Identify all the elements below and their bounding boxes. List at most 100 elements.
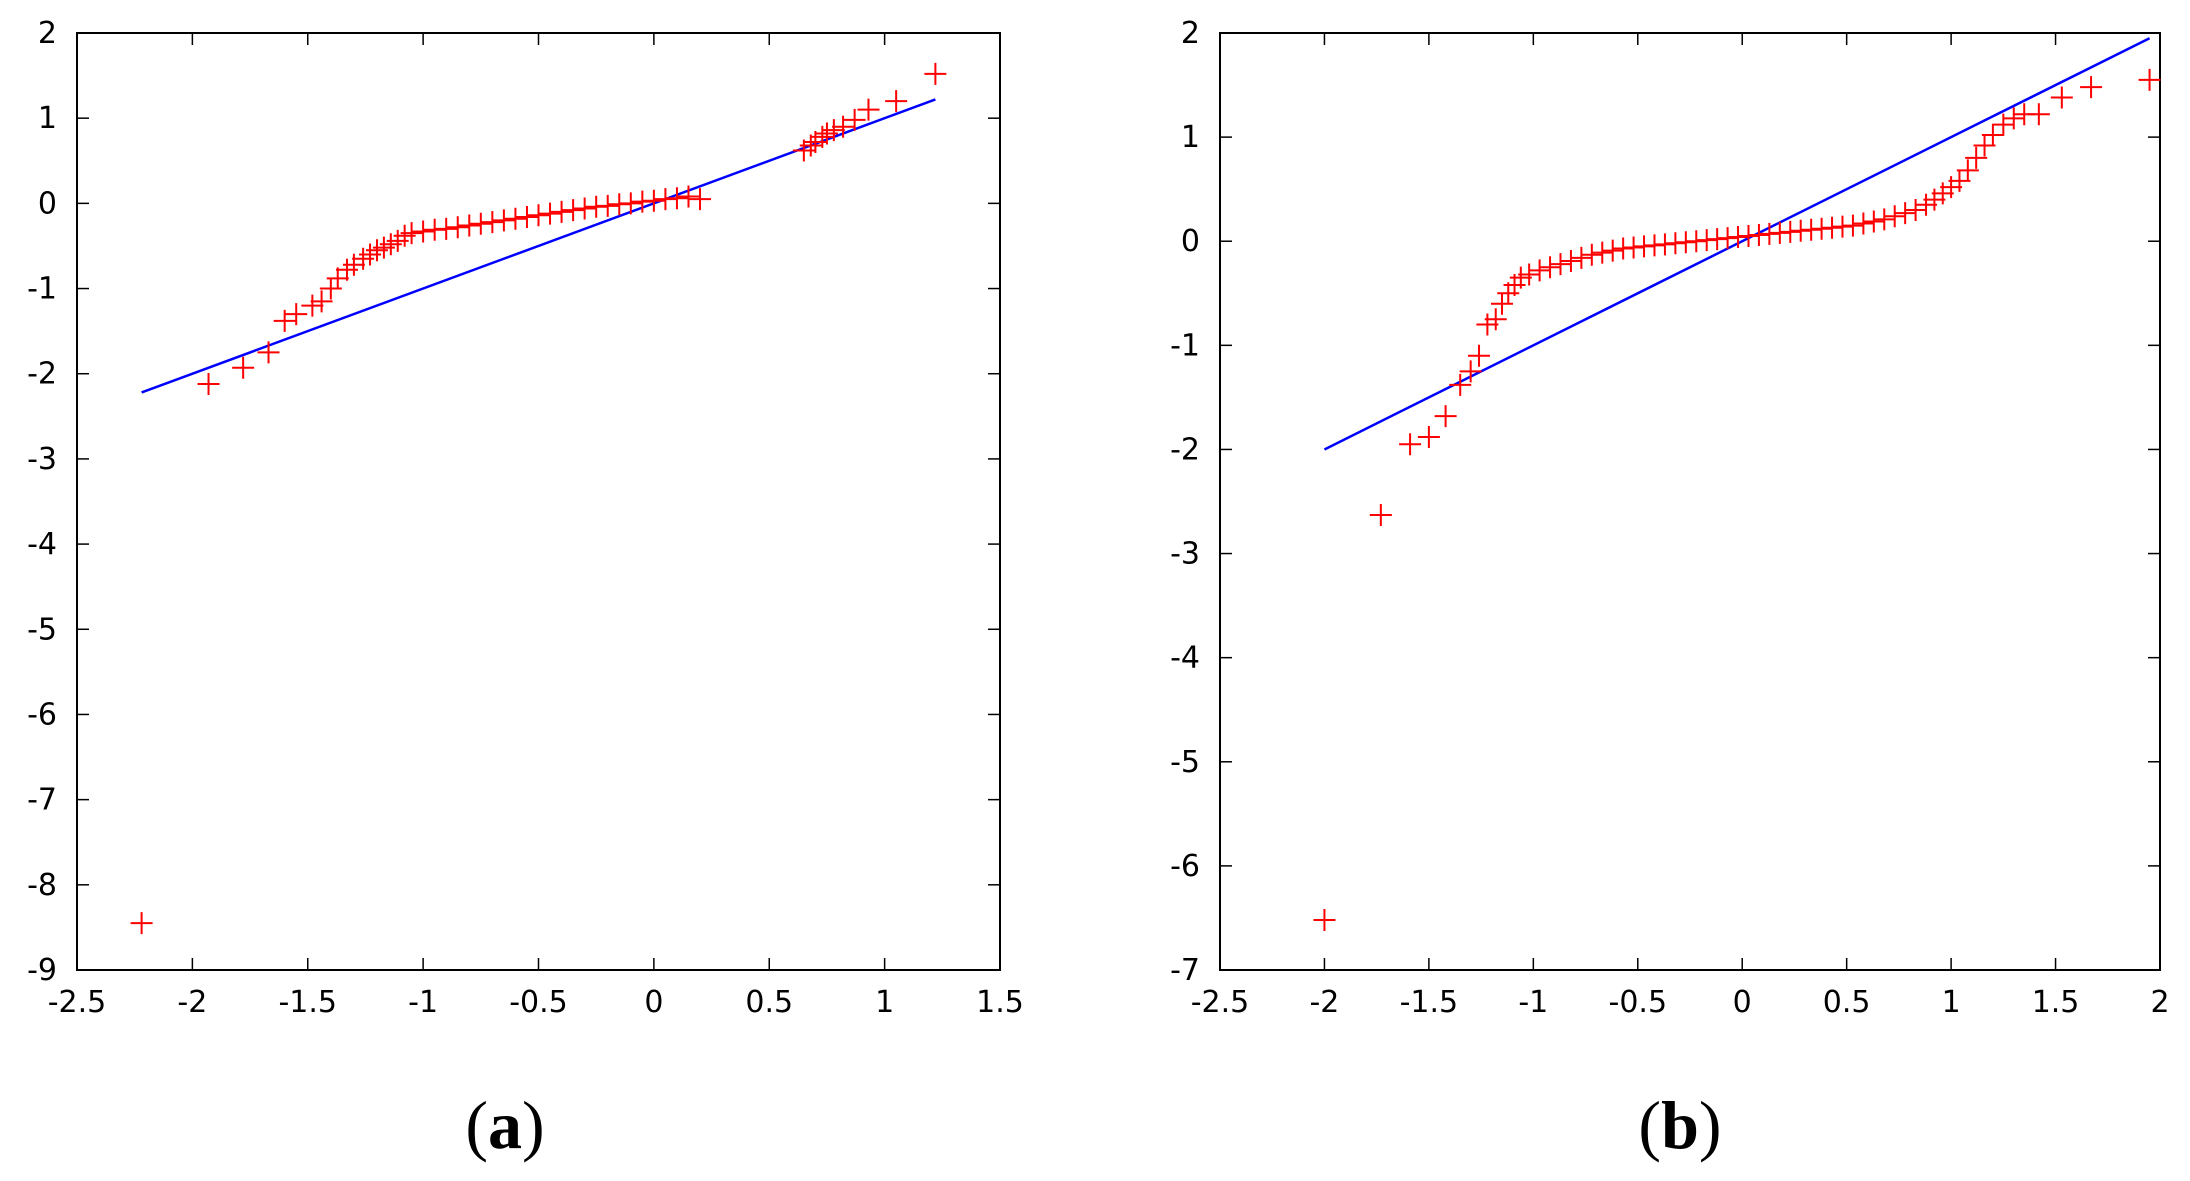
y-tick-label: -3: [27, 442, 57, 477]
data-point: [232, 356, 255, 379]
data-point: [1674, 231, 1697, 254]
data-point: [435, 217, 458, 240]
y-tick-label: 1: [1181, 120, 1200, 155]
data-point: [1612, 237, 1635, 260]
data-point: [1956, 159, 1979, 182]
y-tick-label: 0: [38, 186, 57, 221]
data-point: [1633, 235, 1656, 258]
plot-frame: [1219, 32, 2161, 971]
data-point: [619, 192, 642, 215]
data-point: [1622, 236, 1645, 259]
caption-b: (b): [1638, 1087, 1721, 1163]
data-point: [458, 214, 481, 237]
y-tick-label: -5: [1170, 745, 1200, 780]
data-point: [1923, 188, 1946, 211]
data-point: [2050, 86, 2073, 109]
data-point: [1883, 205, 1906, 228]
data-point: [1779, 220, 1802, 243]
caption-a: (a): [465, 1087, 544, 1163]
data-point: [1509, 266, 1532, 289]
y-tick-label: -8: [27, 868, 57, 903]
data-point: [885, 90, 908, 113]
data-point: [1992, 113, 2015, 136]
data-point: [273, 309, 296, 332]
plot-frame: [76, 32, 1001, 971]
x-tick-label: 1.5: [2032, 985, 2080, 1020]
data-point: [130, 912, 153, 935]
y-tick-label: -4: [27, 527, 57, 562]
x-tick-label: -1: [1518, 985, 1548, 1020]
data-point: [1831, 215, 1854, 238]
data-point: [1981, 124, 2004, 147]
data-point: [1434, 405, 1457, 428]
y-tick-label: -1: [27, 272, 57, 307]
data-point: [1449, 373, 1472, 396]
data-point: [492, 209, 515, 232]
data-point: [2080, 76, 2103, 99]
data-point: [1706, 228, 1729, 251]
data-point: [1399, 433, 1422, 456]
data-point: [1852, 212, 1875, 235]
data-point: [1685, 230, 1708, 253]
y-tick-label: -2: [1170, 432, 1200, 467]
x-tick-label: 1.5: [976, 985, 1024, 1020]
data-point: [326, 267, 349, 290]
data-point: [446, 216, 469, 239]
y-tick-label: -6: [27, 697, 57, 732]
data-point: [539, 202, 562, 225]
x-tick-label: -0.5: [509, 985, 568, 1020]
data-point: [1965, 146, 1988, 169]
data-point: [197, 372, 220, 395]
data-point: [1570, 246, 1593, 269]
x-tick-label: 0.5: [1823, 985, 1871, 1020]
data-point: [924, 62, 947, 85]
data-point: [1873, 208, 1896, 231]
x-tick-label: -0.5: [1609, 985, 1668, 1020]
data-point: [1459, 360, 1482, 383]
data-point: [1948, 169, 1971, 192]
data-point: [1528, 259, 1551, 282]
data-point: [642, 189, 665, 212]
y-tick-label: -7: [1170, 953, 1200, 988]
y-tick-label: 0: [1181, 224, 1200, 259]
data-point: [1940, 176, 1963, 199]
data-point: [1518, 263, 1541, 286]
data-point: [799, 134, 822, 157]
data-point: [843, 108, 866, 131]
data-point: [1768, 221, 1791, 244]
data-point: [342, 253, 365, 276]
data-point: [1727, 226, 1750, 249]
x-tick-label: -1.5: [278, 985, 337, 1020]
data-point: [527, 204, 550, 227]
data-point: [412, 220, 435, 243]
x-tick-label: 2: [2150, 985, 2169, 1020]
data-point: [562, 199, 585, 222]
y-tick-label: -1: [1170, 328, 1200, 363]
data-point: [1810, 217, 1833, 240]
data-point: [1716, 227, 1739, 250]
data-point: [1653, 233, 1676, 256]
x-tick-label: -1.5: [1400, 985, 1459, 1020]
data-point: [1491, 292, 1513, 315]
data-point: [285, 303, 308, 326]
x-tick-label: -2.5: [48, 985, 107, 1020]
panel-b: -2.5 -2 -1.5 -1 -0.5 0 0.5 1 1.5 2 2 1 0 -1 -2 -3 -4 -5 -6…: [1170, 16, 2169, 1020]
data-point: [1468, 344, 1491, 367]
data-point: [1904, 198, 1927, 221]
data-point: [1484, 308, 1507, 331]
data-point: [1601, 239, 1624, 262]
data-point: [2002, 107, 2025, 130]
data-point: [1664, 232, 1687, 255]
y-tick-label: -3: [1170, 537, 1200, 572]
data-point: [515, 205, 538, 228]
data-point: [2138, 68, 2161, 91]
data-point: [1758, 222, 1781, 245]
data-point: [504, 207, 527, 230]
reference-line: [1323, 37, 2151, 451]
data-point: [832, 115, 855, 138]
x-tick-label: 0: [1733, 985, 1752, 1020]
data-point: [1931, 182, 1954, 205]
data-point: [481, 211, 504, 234]
data-point: [1695, 229, 1718, 252]
y-tick-label: 2: [38, 16, 57, 51]
